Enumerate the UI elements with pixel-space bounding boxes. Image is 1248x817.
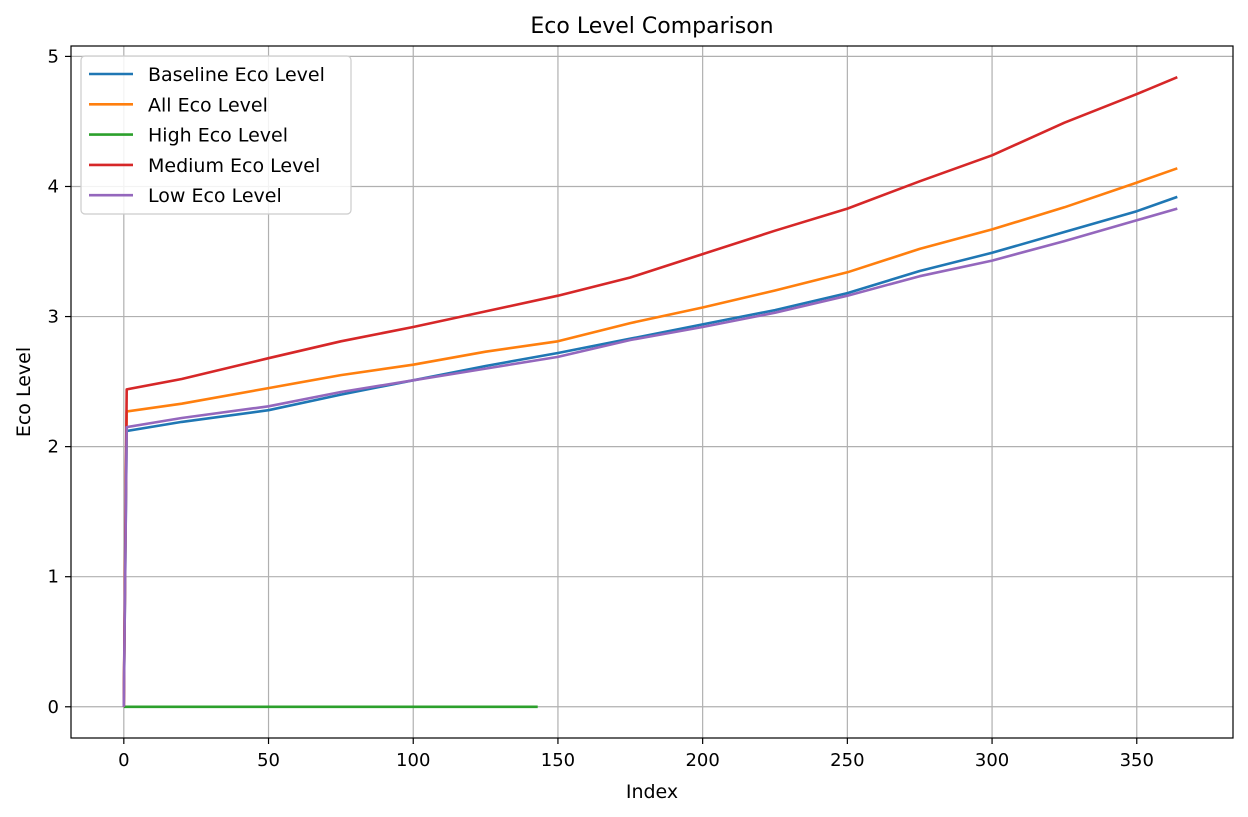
x-tick-label: 50 [257, 750, 280, 771]
series-line-low-eco-level [122, 207, 1178, 707]
x-axis-label: Index [626, 781, 678, 803]
x-axis-ticks: 0 50 100 150 200 250 300 350 [118, 738, 1154, 771]
y-tick-label: 3 [48, 307, 59, 328]
legend-label-high-eco-level: High Eco Level [148, 125, 288, 147]
y-tick-label: 5 [48, 46, 59, 67]
x-tick-label: 300 [975, 750, 1009, 771]
y-tick-label: 4 [48, 176, 59, 197]
x-tick-label: 200 [685, 750, 719, 771]
legend: Baseline Eco Level All Eco Level High Eco … [80, 55, 352, 215]
plot-frame [70, 45, 1234, 739]
series-line-medium-eco-level [122, 76, 1178, 707]
x-tick-label: 0 [118, 750, 129, 771]
y-axis-label: Eco Level [13, 347, 35, 437]
x-tick-label: 350 [1120, 750, 1154, 771]
series-line-all-eco-level [122, 167, 1178, 707]
legend-label-medium-eco-level: Medium Eco Level [148, 155, 320, 177]
series-line-baseline-eco-level [122, 195, 1178, 707]
y-axis-ticks: 0 1 2 3 4 5 [48, 46, 71, 718]
legend-label-all-eco-level: All Eco Level [148, 94, 268, 116]
grid-lines [71, 46, 1233, 738]
x-tick-label: 250 [830, 750, 864, 771]
y-tick-label: 0 [48, 697, 59, 718]
legend-box [80, 55, 352, 215]
x-tick-label: 150 [541, 750, 575, 771]
series-lines [122, 76, 1178, 709]
x-tick-label: 100 [396, 750, 430, 771]
y-tick-label: 2 [48, 437, 59, 458]
y-tick-label: 1 [48, 567, 59, 588]
chart-title: Eco Level Comparison [530, 14, 773, 39]
legend-label-baseline-eco-level: Baseline Eco Level [148, 64, 325, 86]
legend-label-low-eco-level: Low Eco Level [148, 185, 282, 207]
